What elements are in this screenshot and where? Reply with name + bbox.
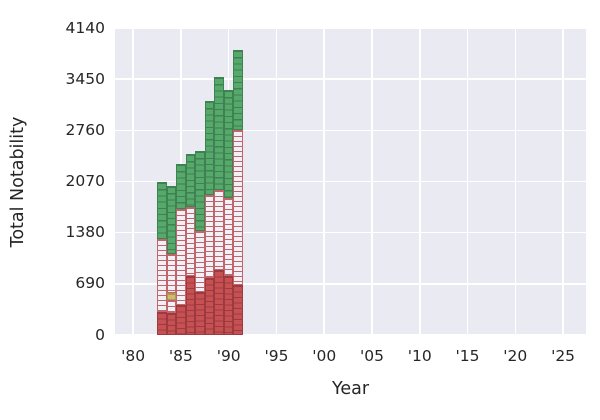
bar-segment-hollow [233, 129, 243, 285]
bar-segment-green [204, 101, 215, 195]
x-tick-label: '25 [551, 347, 576, 365]
bar-segment-hollow [204, 194, 215, 278]
bar-segment-red [157, 312, 167, 335]
gridline-vertical [418, 28, 421, 335]
bar-segment-green [157, 182, 167, 239]
x-tick-label: '80 [121, 347, 146, 365]
x-axis-label: Year [331, 379, 370, 399]
gridline-horizontal [115, 78, 586, 80]
bar-segment-hollow [166, 300, 177, 313]
y-tick-label: 4140 [65, 18, 105, 37]
bar-1987 [195, 151, 205, 335]
y-tick-label: 690 [75, 274, 105, 293]
bar-1983 [157, 182, 167, 335]
bar-segment-green [166, 185, 177, 255]
gridline-horizontal [115, 28, 586, 29]
bar-segment-hollow [195, 231, 205, 292]
bar-segment-red [204, 277, 215, 335]
y-tick-label: 2070 [65, 172, 105, 190]
gridline-horizontal [115, 283, 586, 285]
bar-1985 [176, 164, 186, 335]
bar-segment-green [195, 151, 205, 232]
gridline-vertical [371, 28, 373, 335]
bar-segment-green [233, 50, 243, 130]
bar-segment-green [223, 90, 234, 198]
x-tick-label: '95 [264, 347, 289, 365]
x-tick-label: '00 [312, 347, 337, 365]
gridline-vertical [514, 28, 517, 335]
y-tick-label: 1380 [65, 223, 105, 242]
bar-segment-hollow [185, 206, 196, 276]
bar-segment-green [176, 164, 186, 209]
bar-segment-hollow [157, 238, 167, 312]
gridline-vertical [323, 28, 326, 335]
bar-1984 [166, 185, 177, 335]
bar-segment-green [214, 76, 224, 191]
y-axis-label: Total Notability [8, 116, 28, 248]
y-tick-label: 2760 [65, 120, 105, 139]
gridline-horizontal [115, 180, 586, 183]
gridline-horizontal [115, 231, 586, 234]
gridline-vertical [466, 28, 469, 335]
gridline-horizontal [115, 129, 586, 132]
bar-segment-tan [166, 293, 177, 301]
gridline-vertical [275, 28, 278, 335]
bar-segment-red [223, 276, 234, 335]
gridline-vertical [562, 28, 564, 335]
gridline-horizontal [115, 334, 586, 335]
bar-segment-hollow [166, 254, 177, 294]
bar-segment-red [214, 270, 224, 335]
bar-segment-red [176, 305, 186, 335]
x-tick-label: '15 [455, 347, 480, 365]
bar-segment-green [185, 154, 196, 207]
bar-segment-hollow [214, 190, 224, 271]
y-tick-label: 0 [95, 325, 105, 344]
x-tick-label: '10 [407, 347, 432, 365]
gridline-vertical [132, 28, 134, 335]
bar-segment-red [185, 275, 196, 335]
bar-segment-hollow [176, 208, 186, 306]
bar-segment-hollow [223, 197, 234, 277]
x-tick-label: '85 [168, 347, 193, 365]
bar-segment-red [166, 312, 177, 335]
x-tick-label: '05 [359, 347, 384, 365]
bar-1990 [223, 90, 234, 335]
y-tick-label: 3450 [65, 69, 105, 88]
bar-segment-red [195, 291, 205, 335]
x-tick-label: '20 [503, 347, 528, 365]
bar-1989 [214, 76, 224, 335]
plot-area [115, 28, 586, 335]
bar-segment-red [233, 284, 243, 335]
bar-1988 [204, 101, 215, 335]
x-tick-label: '90 [216, 347, 241, 365]
bar-1991 [233, 50, 243, 335]
bar-1986 [185, 154, 196, 335]
